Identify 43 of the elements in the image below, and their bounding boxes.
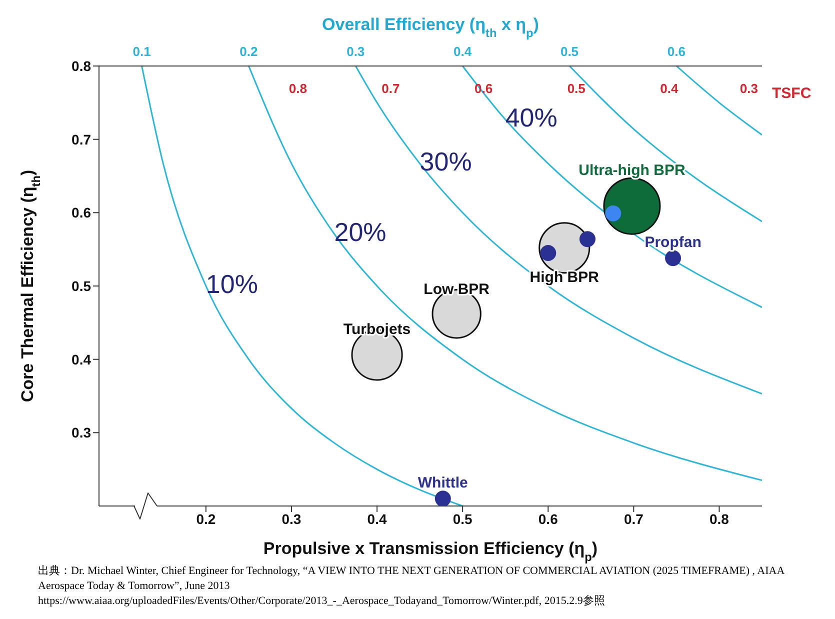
- series-label: 0.3: [346, 44, 365, 59]
- series-label: 0.5: [567, 81, 586, 96]
- annotation: 0.4: [660, 81, 679, 96]
- point: [540, 245, 556, 261]
- y-tick-label: 0.5: [72, 278, 92, 294]
- x-axis-title: Propulsive x Transmission Efficiency (η$_{p}$): [263, 539, 598, 564]
- point: [579, 231, 596, 248]
- y-tick-label: 0.7: [72, 131, 92, 148]
- chart-title: Overall Efficiency (η$_{th}$ x η$_{p}$): [322, 15, 539, 40]
- x2-axis-title: TSFC: [772, 85, 812, 102]
- x-tick-label: 0.5: [452, 510, 473, 527]
- x-tick-label: 0.4: [367, 510, 387, 527]
- annotation: 20%: [334, 216, 386, 247]
- x-tick-label: 0.8: [709, 510, 730, 527]
- annotation: 30%: [420, 146, 472, 176]
- series-label: Propfan: [644, 234, 702, 252]
- x-tick-label: 0.2: [196, 510, 216, 527]
- text: 0.5: [560, 44, 579, 59]
- series-label: 0.2: [240, 44, 258, 59]
- point: [605, 205, 622, 222]
- text: https://www.aiaa.org/uploadedFiles/Events/Other/Corporate/2013_-_Aerospace_Todayand_Tomorrow/Winter.pdf, 2015.2.9参照: [38, 594, 606, 609]
- annotation: 0.3: [740, 81, 758, 96]
- annotation: 10%: [206, 268, 258, 299]
- y-tick-label: 0.6: [72, 204, 92, 221]
- series-label: Turbojets: [343, 320, 411, 338]
- x-tick-label: 0.6: [538, 510, 558, 527]
- x-tick-label: 0.3: [282, 510, 302, 527]
- series-label: Whittle: [418, 474, 468, 492]
- annotation: 40%: [505, 102, 558, 132]
- series-label: 0.1: [132, 44, 151, 59]
- series-label: 0.6: [667, 44, 686, 59]
- annotation: 0.8: [288, 81, 307, 96]
- y-tick-label: 0.4: [72, 351, 92, 368]
- point: [665, 250, 682, 266]
- line-series: [568, 66, 762, 222]
- y-tick-label: 0.3: [72, 424, 92, 441]
- y-tick-label: 0.8: [72, 58, 92, 74]
- x-tick-label: 0.7: [624, 510, 644, 527]
- series-label: 0.4: [454, 44, 472, 59]
- series-label: Ultra-high BPR: [578, 162, 686, 180]
- point: [434, 490, 451, 506]
- series-label: Low BPR: [424, 280, 490, 298]
- annotation: 0.7: [382, 81, 400, 96]
